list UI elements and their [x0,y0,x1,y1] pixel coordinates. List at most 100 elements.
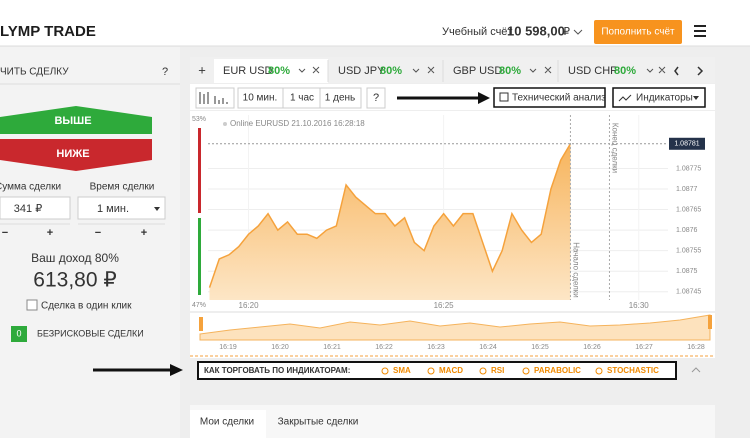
account-label[interactable]: Учебный счёт [442,26,512,38]
tab-asset[interactable]: EUR USD [223,65,273,77]
down-share-bar [198,218,201,295]
period[interactable]: 1 час [290,93,314,104]
amount-input[interactable] [0,196,71,220]
trade-start: Начало сделки [571,242,580,298]
y-tick-label: 1.08755 [676,248,701,255]
indicator-icon [427,367,435,375]
navigator-tick: 16:26 [583,344,601,351]
analysis-button[interactable] [493,87,606,108]
help[interactable]: ? [162,66,168,78]
indicator-title: КАК ТОРГОВАТЬ ПО ИНДИКАТОРАМ: [204,366,350,375]
navigator-tick: 16:25 [531,344,549,351]
current-price: 1.08781 [674,141,699,148]
trade-end: Конец сделки [610,123,619,173]
online-dot [223,122,227,126]
indicator[interactable]: RSI [491,366,504,375]
down-share: 47% [192,302,206,309]
indicator-icon [381,367,389,375]
deposit-label[interactable]: Пополнить счёт [601,27,675,38]
period[interactable]: 10 мин. [243,93,278,104]
navigator-tick: 16:21 [323,344,341,351]
active-tab[interactable] [214,59,328,83]
navigator [199,314,711,341]
indicator[interactable]: MACD [439,366,463,375]
navigator-tick: 16:24 [479,344,497,351]
period-group[interactable] [237,87,362,109]
x-tick-label: 16:20 [239,301,260,310]
y-tick-label: 1.0875 [676,268,698,275]
indicator[interactable]: STOCHASTIC [607,366,659,375]
one-click[interactable]: Сделка в один клик [41,301,132,312]
active-tab[interactable] [190,410,266,438]
tab-asset[interactable]: USD CHF [568,65,617,77]
tab-payout[interactable]: 80% [499,65,521,77]
income-label: Ваш доход 80% [31,251,119,265]
tab-payout[interactable]: 80% [380,65,402,77]
chevron[interactable] [573,29,583,35]
y-tick-label: 1.0876 [676,227,698,234]
y-tick-label: 1.08745 [676,289,701,296]
indicator-icon [522,367,530,375]
riskless[interactable]: БЕЗРИСКОВЫЕ СДЕЛКИ [37,328,144,338]
help[interactable]: ? [373,92,379,104]
tab-asset[interactable]: GBP USD [453,65,502,77]
add-tab[interactable]: + [198,62,206,77]
tab-payout[interactable]: 80% [614,65,636,77]
income: 613,80 ₽ [33,269,116,292]
indicator-icon [595,367,603,375]
amount[interactable]: 341 ₽ [14,203,42,215]
minus[interactable]: − [95,227,101,239]
deals-tab[interactable]: Мои сделки [200,417,254,428]
analysis[interactable]: Технический анализ [512,93,606,104]
up-label[interactable]: ВЫШЕ [54,115,91,127]
indicator-icon [479,367,487,375]
menu[interactable] [694,25,706,37]
panel-title: ЧИТЬ СДЕЛКУ [0,67,69,78]
logo[interactable]: LYMP TRADE [0,23,96,40]
plus[interactable]: + [47,227,53,239]
tab-asset[interactable]: USD JPY [338,65,385,77]
time-select[interactable] [77,196,166,220]
indicator[interactable]: PARABOLIC [534,366,581,375]
period[interactable]: 1 день [325,93,355,104]
up-button[interactable] [0,106,152,134]
deals-panel [190,405,715,438]
down-button[interactable] [0,139,152,171]
y-tick-label: 1.08765 [676,206,701,213]
time[interactable]: 1 мин. [97,203,129,215]
navigator-handle [199,317,203,331]
down-label[interactable]: НИЖЕ [56,148,89,160]
time-label: Время сделки [90,182,155,193]
current-price-box [669,137,705,150]
deposit-button[interactable] [594,20,682,44]
up-share: 53% [192,116,206,123]
riskless-count: 0 [16,328,21,338]
indicator-bar [197,361,677,380]
tab-payout[interactable]: 80% [268,65,290,77]
arrow [170,364,183,376]
navigator-tick: 16:23 [427,344,445,351]
indicator[interactable]: SMA [393,366,411,375]
navigator-handle [708,315,712,329]
minus[interactable]: − [2,227,8,239]
up-share-bar [198,128,201,213]
x-tick-label: 16:25 [434,301,455,310]
amount-label: Сумма сделки [0,182,61,193]
navigator-tick: 16:19 [219,344,237,351]
currency: ₽ [563,26,570,38]
navigator-tick: 16:27 [635,344,653,351]
checkbox[interactable] [26,299,38,311]
indicators-button[interactable] [612,87,706,108]
plus[interactable]: + [141,227,147,239]
y-tick-label: 1.08775 [676,165,701,172]
navigator-tick: 16:28 [687,344,705,351]
x-tick-label: 16:30 [629,301,650,310]
trade-panel [0,47,180,438]
balance[interactable]: 10 598,00 [507,23,565,38]
help-button[interactable] [366,87,386,109]
deals-tab[interactable]: Закрытые сделки [278,417,359,428]
area [209,143,571,300]
indicators[interactable]: Индикаторы [636,93,693,104]
navigator-tick: 16:22 [375,344,393,351]
